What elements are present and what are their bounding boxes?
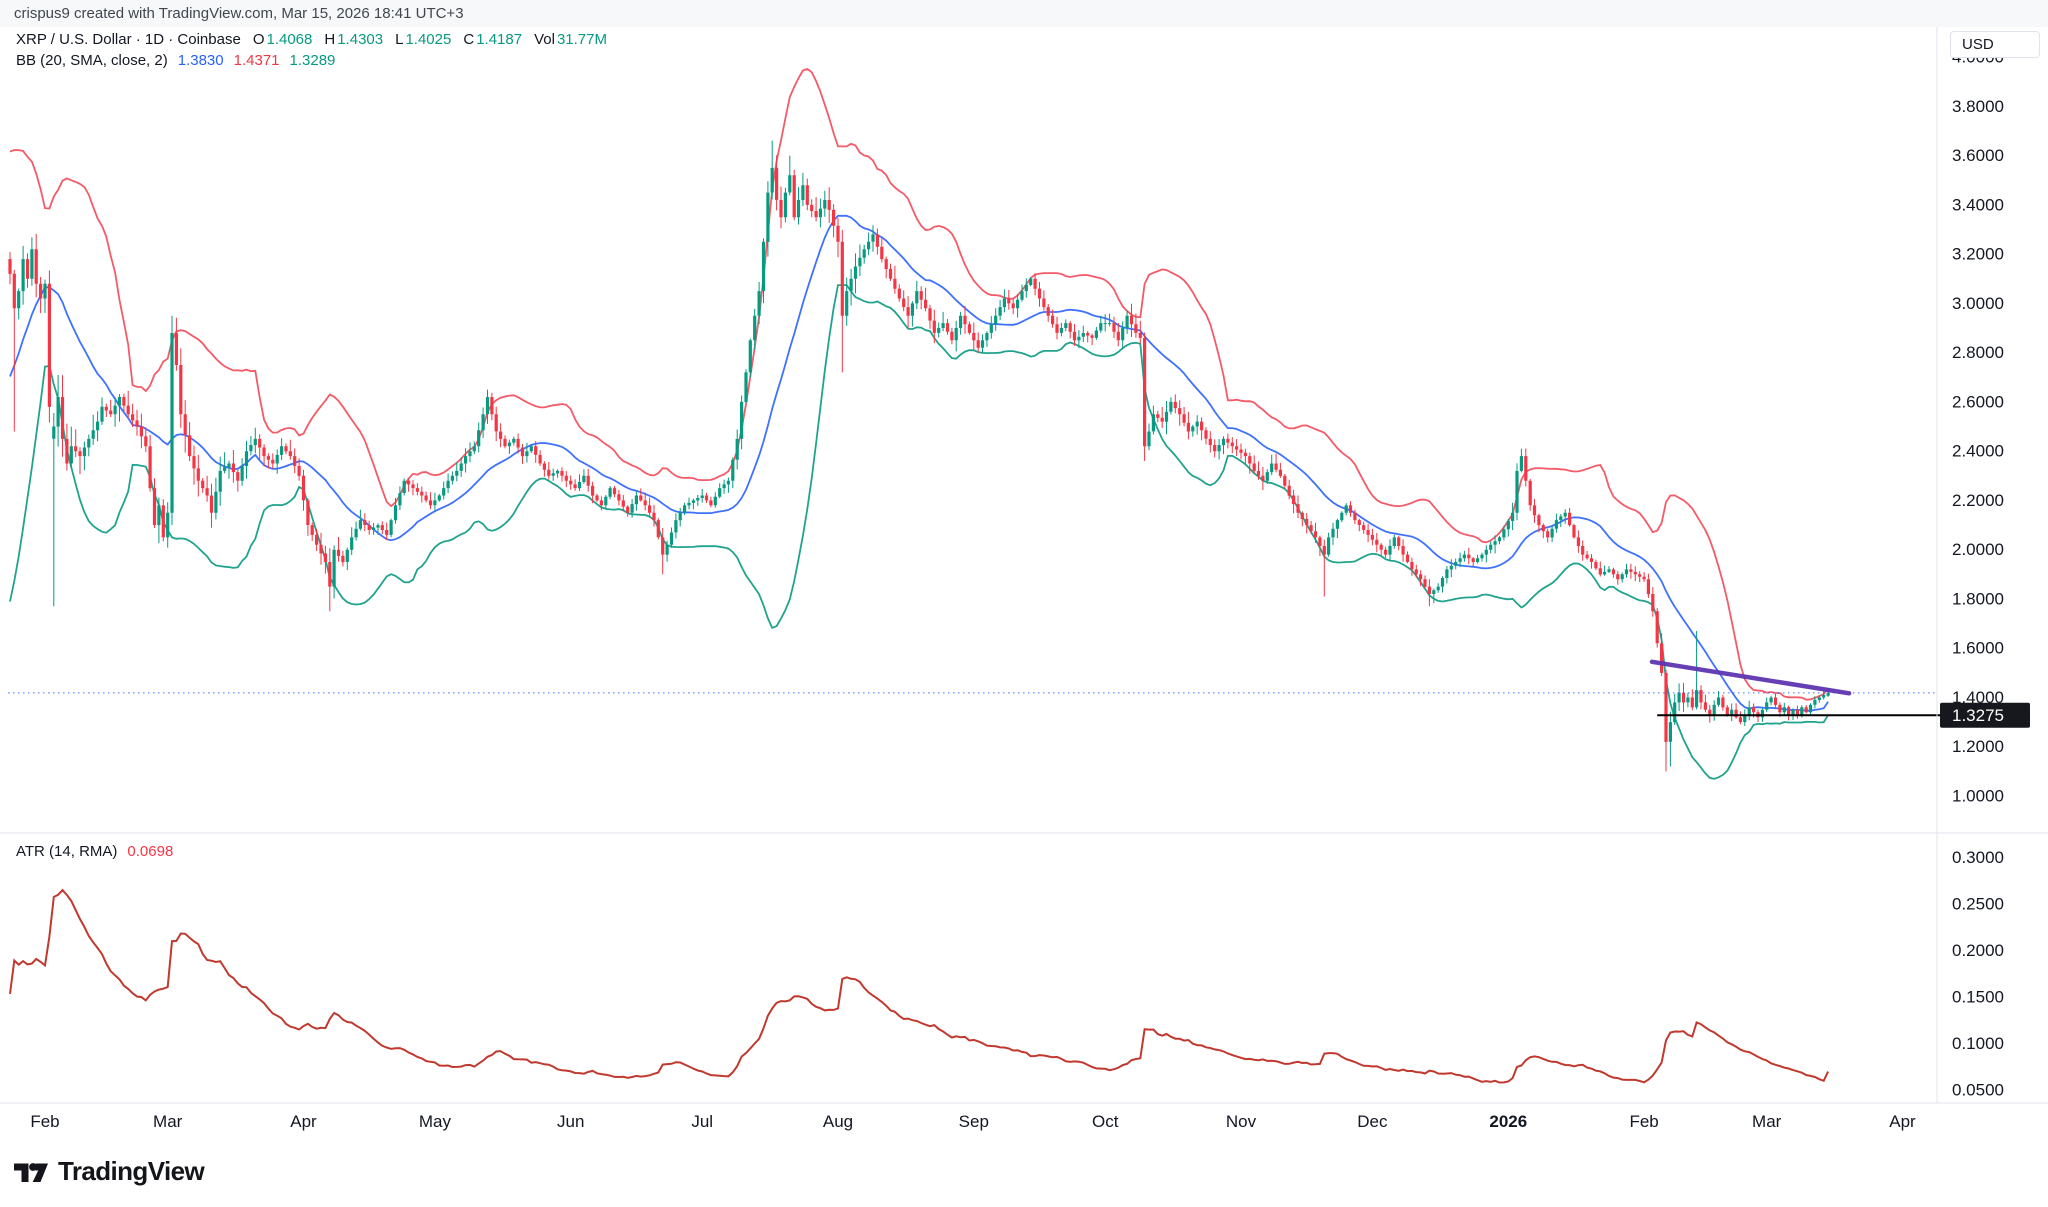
- close-value: 1.4187: [476, 31, 523, 48]
- svg-text:2026: 2026: [1489, 1112, 1527, 1131]
- atr-line: [9, 888, 1830, 1084]
- attribution-bar: crispus9 created with TradingView.com, M…: [0, 0, 2048, 27]
- atr-value: 0.0698: [127, 843, 174, 860]
- svg-text:0.0500: 0.0500: [1952, 1081, 2004, 1100]
- svg-text:Feb: Feb: [30, 1112, 59, 1131]
- bb-title[interactable]: BB (20, SMA, close, 2): [16, 52, 168, 69]
- svg-text:Apr: Apr: [1889, 1112, 1916, 1131]
- low-label: L: [395, 31, 404, 48]
- volume-value: 31.77M: [556, 31, 607, 48]
- high-label: H: [324, 31, 336, 48]
- svg-text:0.1000: 0.1000: [1952, 1034, 2004, 1053]
- bb-upper-value: 1.4371: [233, 52, 280, 69]
- attribution-text: crispus9 created with TradingView.com, M…: [14, 5, 464, 22]
- svg-text:Oct: Oct: [1092, 1112, 1119, 1131]
- support-price-label: 1.3275: [1940, 702, 2030, 728]
- svg-text:1.3275: 1.3275: [1952, 706, 2004, 725]
- svg-text:3.8000: 3.8000: [1952, 97, 2004, 116]
- svg-text:Jun: Jun: [557, 1112, 584, 1131]
- svg-text:Jul: Jul: [691, 1112, 713, 1131]
- svg-text:3.2000: 3.2000: [1952, 245, 2004, 264]
- candles-layer[interactable]: [8, 140, 1830, 772]
- svg-text:1.8000: 1.8000: [1952, 590, 2004, 609]
- svg-text:1.6000: 1.6000: [1952, 639, 2004, 658]
- volume-label: Vol: [534, 31, 555, 48]
- open-value: 1.4068: [266, 31, 313, 48]
- svg-text:Aug: Aug: [823, 1112, 853, 1131]
- svg-text:Apr: Apr: [290, 1112, 317, 1131]
- price-axis[interactable]: 4.00003.80003.60003.40003.20003.00002.80…: [1952, 48, 2004, 806]
- tradingview-logo[interactable]: TradingView: [13, 1156, 205, 1187]
- svg-text:Sep: Sep: [959, 1112, 989, 1131]
- svg-text:0.2500: 0.2500: [1952, 895, 2004, 914]
- symbol-legend: XRP / U.S. Dollar · 1D · Coinbase O 1.4068…: [16, 31, 607, 48]
- svg-text:2.2000: 2.2000: [1952, 491, 2004, 510]
- svg-text:Mar: Mar: [1752, 1112, 1782, 1131]
- svg-text:3.0000: 3.0000: [1952, 294, 2004, 313]
- svg-text:2.8000: 2.8000: [1952, 343, 2004, 362]
- svg-text:3.6000: 3.6000: [1952, 146, 2004, 165]
- svg-text:2.0000: 2.0000: [1952, 540, 2004, 559]
- pane-dividers: [0, 27, 2048, 1104]
- svg-text:Nov: Nov: [1226, 1112, 1257, 1131]
- svg-text:Feb: Feb: [1629, 1112, 1658, 1131]
- svg-text:Mar: Mar: [153, 1112, 183, 1131]
- currency-chip: USD: [1950, 31, 2040, 58]
- atr-legend: ATR (14, RMA) 0.0698: [16, 843, 173, 860]
- svg-text:0.1500: 0.1500: [1952, 988, 2004, 1007]
- bb-lower-value: 1.3289: [289, 52, 336, 69]
- svg-text:1.2000: 1.2000: [1952, 737, 2004, 756]
- high-value: 1.4303: [337, 31, 384, 48]
- svg-text:2.4000: 2.4000: [1952, 442, 2004, 461]
- tradingview-logo-text: TradingView: [58, 1156, 205, 1186]
- close-label: C: [463, 31, 475, 48]
- symbol-title[interactable]: XRP / U.S. Dollar · 1D · Coinbase: [16, 31, 241, 48]
- svg-text:May: May: [419, 1112, 452, 1131]
- svg-text:1.0000: 1.0000: [1952, 787, 2004, 806]
- svg-text:Dec: Dec: [1357, 1112, 1388, 1131]
- svg-text:0.2000: 0.2000: [1952, 941, 2004, 960]
- bb-basis-value: 1.3830: [177, 52, 224, 69]
- tradingview-glyph-icon: [13, 1159, 49, 1185]
- time-axis[interactable]: Feb Mar Apr May Jun Jul Aug Sep Oct Nov Dec 2026 Feb…: [30, 1112, 1916, 1131]
- bb-legend: BB (20, SMA, close, 2) 1.3830 1.4371 1.3289: [16, 52, 335, 69]
- svg-text:2.6000: 2.6000: [1952, 392, 2004, 411]
- svg-text:1.4000: 1.4000: [1952, 688, 2004, 707]
- low-value: 1.4025: [405, 31, 452, 48]
- svg-text:0.3000: 0.3000: [1952, 848, 2004, 867]
- bollinger-bands: [9, 67, 1829, 780]
- svg-text:3.4000: 3.4000: [1952, 195, 2004, 214]
- atr-axis[interactable]: 0.3000 0.2500 0.2000 0.1500 0.1000 0.0500: [1952, 848, 2004, 1100]
- open-label: O: [252, 31, 265, 48]
- atr-title[interactable]: ATR (14, RMA): [16, 843, 118, 860]
- descending-trendline[interactable]: [1649, 659, 1852, 696]
